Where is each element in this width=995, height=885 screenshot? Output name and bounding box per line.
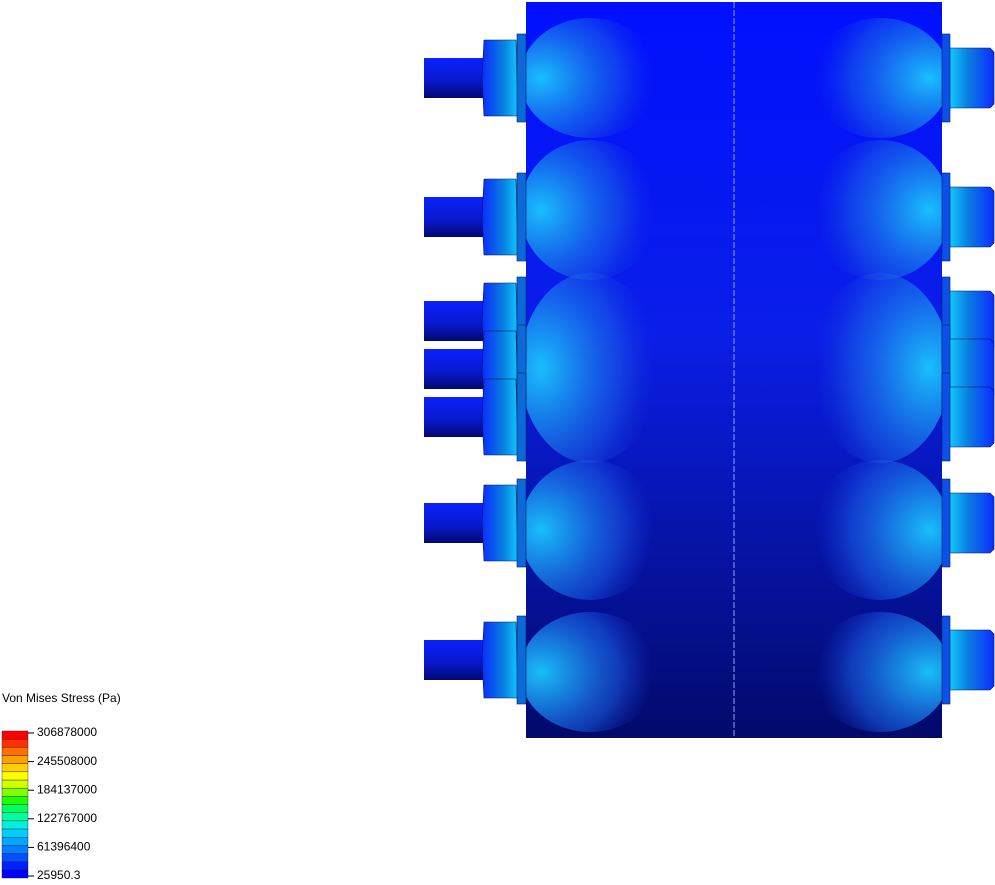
color-band [1,869,29,879]
color-band [1,747,29,756]
color-band [1,812,29,822]
washer [516,372,527,462]
color-band [1,820,29,830]
stress-region [810,273,950,463]
stress-region [520,612,660,732]
bolt-head [949,386,995,448]
bolt-head [949,492,995,554]
stress-region [520,460,660,600]
washer [516,33,527,123]
color-band [1,828,29,838]
color-band [1,755,29,764]
bolt-shaft [424,301,486,341]
color-band [1,804,29,813]
bolt-shaft [424,58,486,98]
color-band [1,853,29,862]
washer [941,615,951,705]
tick-label: 184137000 [37,782,97,796]
stress-region [810,140,950,280]
color-band [1,763,29,773]
washer [516,478,527,568]
washer [941,478,951,568]
stress-region [810,612,950,732]
bolt-nut [481,178,519,256]
color-band [1,738,29,748]
bolt-shaft [424,640,486,680]
washer [941,372,951,462]
color-band [1,787,29,797]
color-band [1,845,29,854]
bolt-head [949,47,995,109]
washer [516,615,527,705]
color-band [1,771,29,781]
bolt-shaft [424,503,486,543]
bolt-nut [481,39,519,117]
bolt-head [949,186,995,248]
bolt-shaft [424,349,486,389]
tick-label: 306878000 [37,725,97,739]
stress-region [520,140,660,280]
stress-region [520,273,660,463]
bolt-nut [481,378,519,456]
washer [941,172,951,262]
washer [516,172,527,262]
color-bar: 306878000 245508000 184137000 122767000 6139… [1,725,97,882]
bolt-head [949,629,995,691]
legend-title: Von Mises Stress (Pa) [2,691,121,705]
legend: Von Mises Stress (Pa) 306878000 245508000… [1,691,121,882]
color-band [1,779,29,789]
bolt-nut [481,484,519,562]
model [424,2,995,738]
color-band [1,861,29,871]
color-band [1,836,29,846]
tick-label: 122767000 [37,811,97,825]
stress-region [520,18,660,138]
tick-label: 25950.3 [37,868,81,880]
bolt-shaft [424,397,486,437]
tick-label: 245508000 [37,754,97,768]
bolt-nut [481,621,519,699]
washer [941,33,951,123]
color-band [1,730,29,740]
tick-label: 61396400 [37,840,91,854]
stress-region [810,460,950,600]
stress-region [810,18,950,138]
bolt-shaft [424,197,486,237]
color-band [1,796,29,805]
